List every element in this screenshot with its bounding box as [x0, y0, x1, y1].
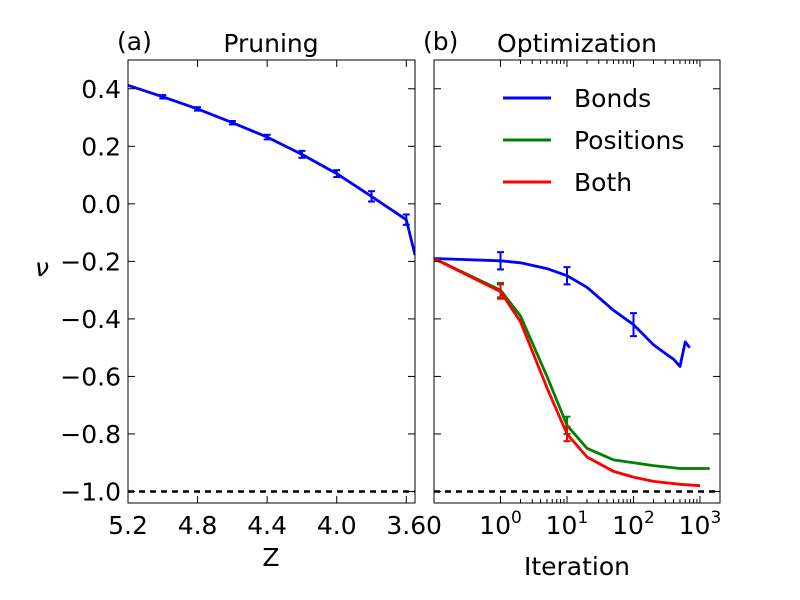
x-tick-label: 103	[679, 508, 722, 540]
panel-b-title: Optimization	[497, 29, 657, 58]
panel-a-xlabel: Z	[262, 543, 279, 572]
panel-a-yticks: 0.4 0.2 0.0 −0.2 −0.4 −0.6 −0.8 −1.0	[60, 75, 415, 506]
panel-a-series	[128, 83, 415, 256]
panel-b: (b) Optimization Iteration 0 100 101 102 103…	[423, 27, 721, 581]
errorbar-bonds-2	[228, 119, 236, 126]
y-tick-label: 0.0	[81, 190, 121, 219]
x-tick-label: 0	[426, 511, 442, 540]
series-line-positions	[434, 257, 710, 470]
x-tick-label: 100	[479, 508, 522, 540]
errorbar-bonds-1	[194, 106, 202, 112]
errorbar-bonds-4	[298, 149, 306, 159]
panel-a-xticks: 5.2 4.8 4.4 4.0 3.6	[108, 60, 426, 540]
y-tick-label: −0.4	[60, 305, 121, 334]
panel-b-xlabel: Iteration	[524, 552, 630, 581]
panel-b-xticks: 0 100 101 102 103	[426, 60, 721, 540]
panel-b-yticks	[434, 88, 720, 492]
x-tick-label: 4.8	[178, 511, 218, 540]
x-tick-label: 101	[546, 508, 589, 540]
panel-a: (a) Pruning Z ν 5.2 4.8 4.4 4.0 3.6 0.40.20.…	[35, 27, 426, 572]
y-tick-label: −1.0	[60, 477, 121, 506]
errorbar-bonds-0	[496, 251, 504, 271]
errorbar-bonds-0	[159, 94, 167, 100]
panel-a-frame	[127, 59, 416, 504]
legend-label-bonds: Bonds	[574, 84, 651, 113]
panel-a-label: (a)	[117, 27, 152, 56]
y-tick-label: 0.4	[81, 75, 121, 104]
series-line-bonds	[434, 257, 691, 368]
errorbar-bonds-7	[402, 213, 410, 226]
panel-b-frame	[433, 59, 721, 504]
x-tick-label: 3.6	[386, 511, 426, 540]
y-tick-label: −0.8	[60, 420, 121, 449]
panel-a-ylabel: ν	[35, 253, 49, 282]
x-tick-label: 102	[612, 508, 655, 540]
errorbar-bonds-2	[629, 312, 637, 338]
panel-b-series	[434, 251, 710, 488]
x-tick-label: 4.0	[317, 511, 357, 540]
legend-label-both: Both	[574, 168, 632, 197]
legend: Bonds Positions Both	[503, 84, 684, 197]
series-line-bonds	[128, 83, 415, 256]
errorbar-both-1	[563, 425, 571, 443]
x-tick-label: 4.4	[247, 511, 287, 540]
errorbar-bonds-3	[263, 133, 271, 141]
y-tick-label: −0.6	[60, 362, 121, 391]
errorbar-both-0	[496, 283, 504, 300]
errorbar-bonds-1	[563, 266, 571, 286]
y-tick-label: −0.2	[60, 247, 121, 276]
panel-a-title: Pruning	[223, 29, 318, 58]
series-line-both	[434, 257, 701, 488]
legend-label-positions: Positions	[574, 126, 684, 155]
errorbar-bonds-5	[333, 169, 341, 179]
y-tick-label: 0.2	[81, 132, 121, 161]
x-tick-label: 5.2	[108, 511, 148, 540]
errorbar-bonds-6	[368, 190, 376, 203]
panel-b-label: (b)	[423, 27, 458, 56]
